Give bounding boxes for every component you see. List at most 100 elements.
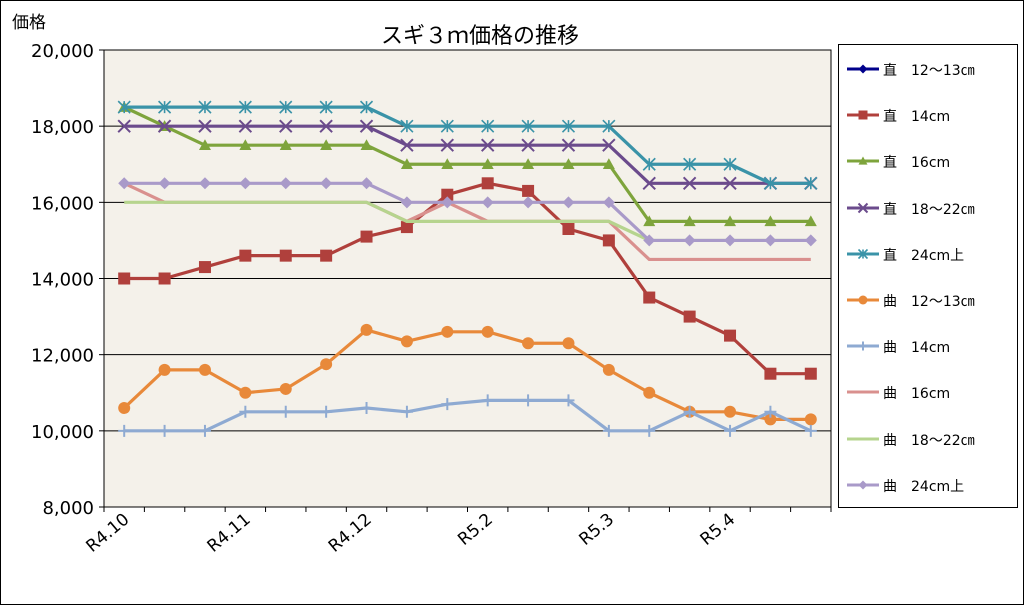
- data-point: [400, 405, 413, 418]
- data-point: [238, 119, 253, 133]
- data-point: [239, 386, 252, 399]
- data-point: [319, 119, 333, 133]
- legend-label: 直 14cm: [883, 109, 951, 126]
- data-point: [319, 100, 333, 114]
- series-5: [118, 323, 817, 426]
- y-tick-label: 18,000: [31, 117, 94, 138]
- data-point: [359, 100, 374, 114]
- x-tick-label: R5.3: [575, 510, 618, 550]
- data-point: [279, 177, 292, 190]
- data-point: [723, 176, 737, 190]
- data-point: [158, 272, 171, 285]
- data-point: [804, 413, 817, 426]
- data-point: [481, 196, 494, 209]
- data-point: [481, 325, 494, 338]
- data-point: [239, 405, 252, 418]
- legend-item: 直 18～22㎝: [839, 196, 1017, 220]
- data-point: [198, 177, 211, 190]
- data-point: [562, 196, 575, 209]
- data-point: [602, 158, 615, 170]
- data-point: [602, 234, 615, 247]
- data-point: [602, 196, 615, 209]
- data-point: [360, 230, 373, 243]
- data-point: [279, 382, 292, 395]
- data-point: [602, 424, 615, 437]
- legend-label: 曲 14cm: [883, 340, 951, 357]
- data-point: [764, 367, 777, 380]
- data-point: [279, 119, 293, 133]
- data-point: [279, 405, 292, 418]
- data-point: [320, 249, 333, 262]
- x-tick-label: R4.11: [204, 510, 255, 557]
- data-point: [117, 100, 131, 114]
- data-point: [804, 367, 817, 380]
- data-point: [521, 119, 535, 133]
- series-line: [124, 181, 811, 243]
- data-point: [320, 139, 333, 151]
- series-line: [124, 398, 812, 433]
- data-point: [522, 337, 535, 350]
- legend-swatch: [847, 437, 879, 441]
- series-9: [118, 177, 817, 247]
- data-point: [562, 222, 575, 235]
- data-point: [562, 158, 575, 170]
- data-point: [481, 177, 494, 190]
- data-point: [561, 119, 576, 133]
- data-point: [858, 480, 868, 490]
- data-point: [440, 138, 455, 152]
- data-point: [480, 138, 495, 152]
- data-point: [117, 119, 131, 133]
- legend-item: 直 12～13㎝: [839, 57, 1017, 81]
- legend-swatch: [847, 341, 879, 351]
- data-point: [441, 188, 454, 201]
- data-point: [724, 215, 737, 227]
- data-point: [804, 176, 818, 190]
- legend-item: 直 24cm上: [839, 242, 1017, 266]
- data-point: [198, 363, 211, 376]
- series-line: [123, 105, 811, 223]
- y-axis-title: 価格: [12, 13, 46, 33]
- legend-label: 曲 18～22㎝: [883, 432, 975, 449]
- data-point: [683, 405, 696, 418]
- data-point: [360, 177, 373, 190]
- data-point: [522, 394, 535, 407]
- data-point: [400, 335, 413, 348]
- legend-item: 直 16cm: [839, 149, 1017, 173]
- data-point: [683, 157, 697, 171]
- series-line: [124, 105, 811, 185]
- data-point: [642, 157, 656, 171]
- data-point: [643, 215, 656, 227]
- data-point: [158, 424, 171, 437]
- y-tick-label: 16,000: [31, 193, 94, 214]
- data-point: [683, 215, 696, 227]
- data-point: [562, 337, 575, 350]
- legend-swatch: [847, 110, 879, 120]
- data-point: [158, 177, 171, 190]
- data-point: [723, 157, 737, 171]
- series-6: [118, 394, 817, 437]
- data-point: [858, 156, 868, 165]
- data-point: [118, 272, 131, 285]
- legend-item: 曲 16cm: [839, 380, 1017, 404]
- data-point: [682, 176, 697, 190]
- data-point: [683, 234, 696, 247]
- y-tick-label: 10,000: [31, 422, 94, 443]
- x-tick-label: R5.4: [697, 510, 740, 550]
- data-point: [238, 100, 252, 114]
- x-tick-label: R5.2: [454, 510, 497, 550]
- y-tick-label: 12,000: [31, 346, 94, 367]
- data-point: [858, 295, 868, 305]
- data-point: [764, 215, 777, 227]
- data-point: [320, 358, 333, 371]
- legend-label: 直 16cm: [883, 155, 951, 172]
- y-axis-ticks: 8,000 10,000 12,000 14,000 16,000 18,000 20,00…: [31, 41, 104, 519]
- data-point: [158, 100, 172, 114]
- data-point: [279, 249, 292, 262]
- data-point: [481, 158, 494, 170]
- legend-swatch: [847, 248, 879, 259]
- data-point: [804, 424, 817, 437]
- data-point: [198, 119, 212, 133]
- legend-swatch: [847, 64, 879, 74]
